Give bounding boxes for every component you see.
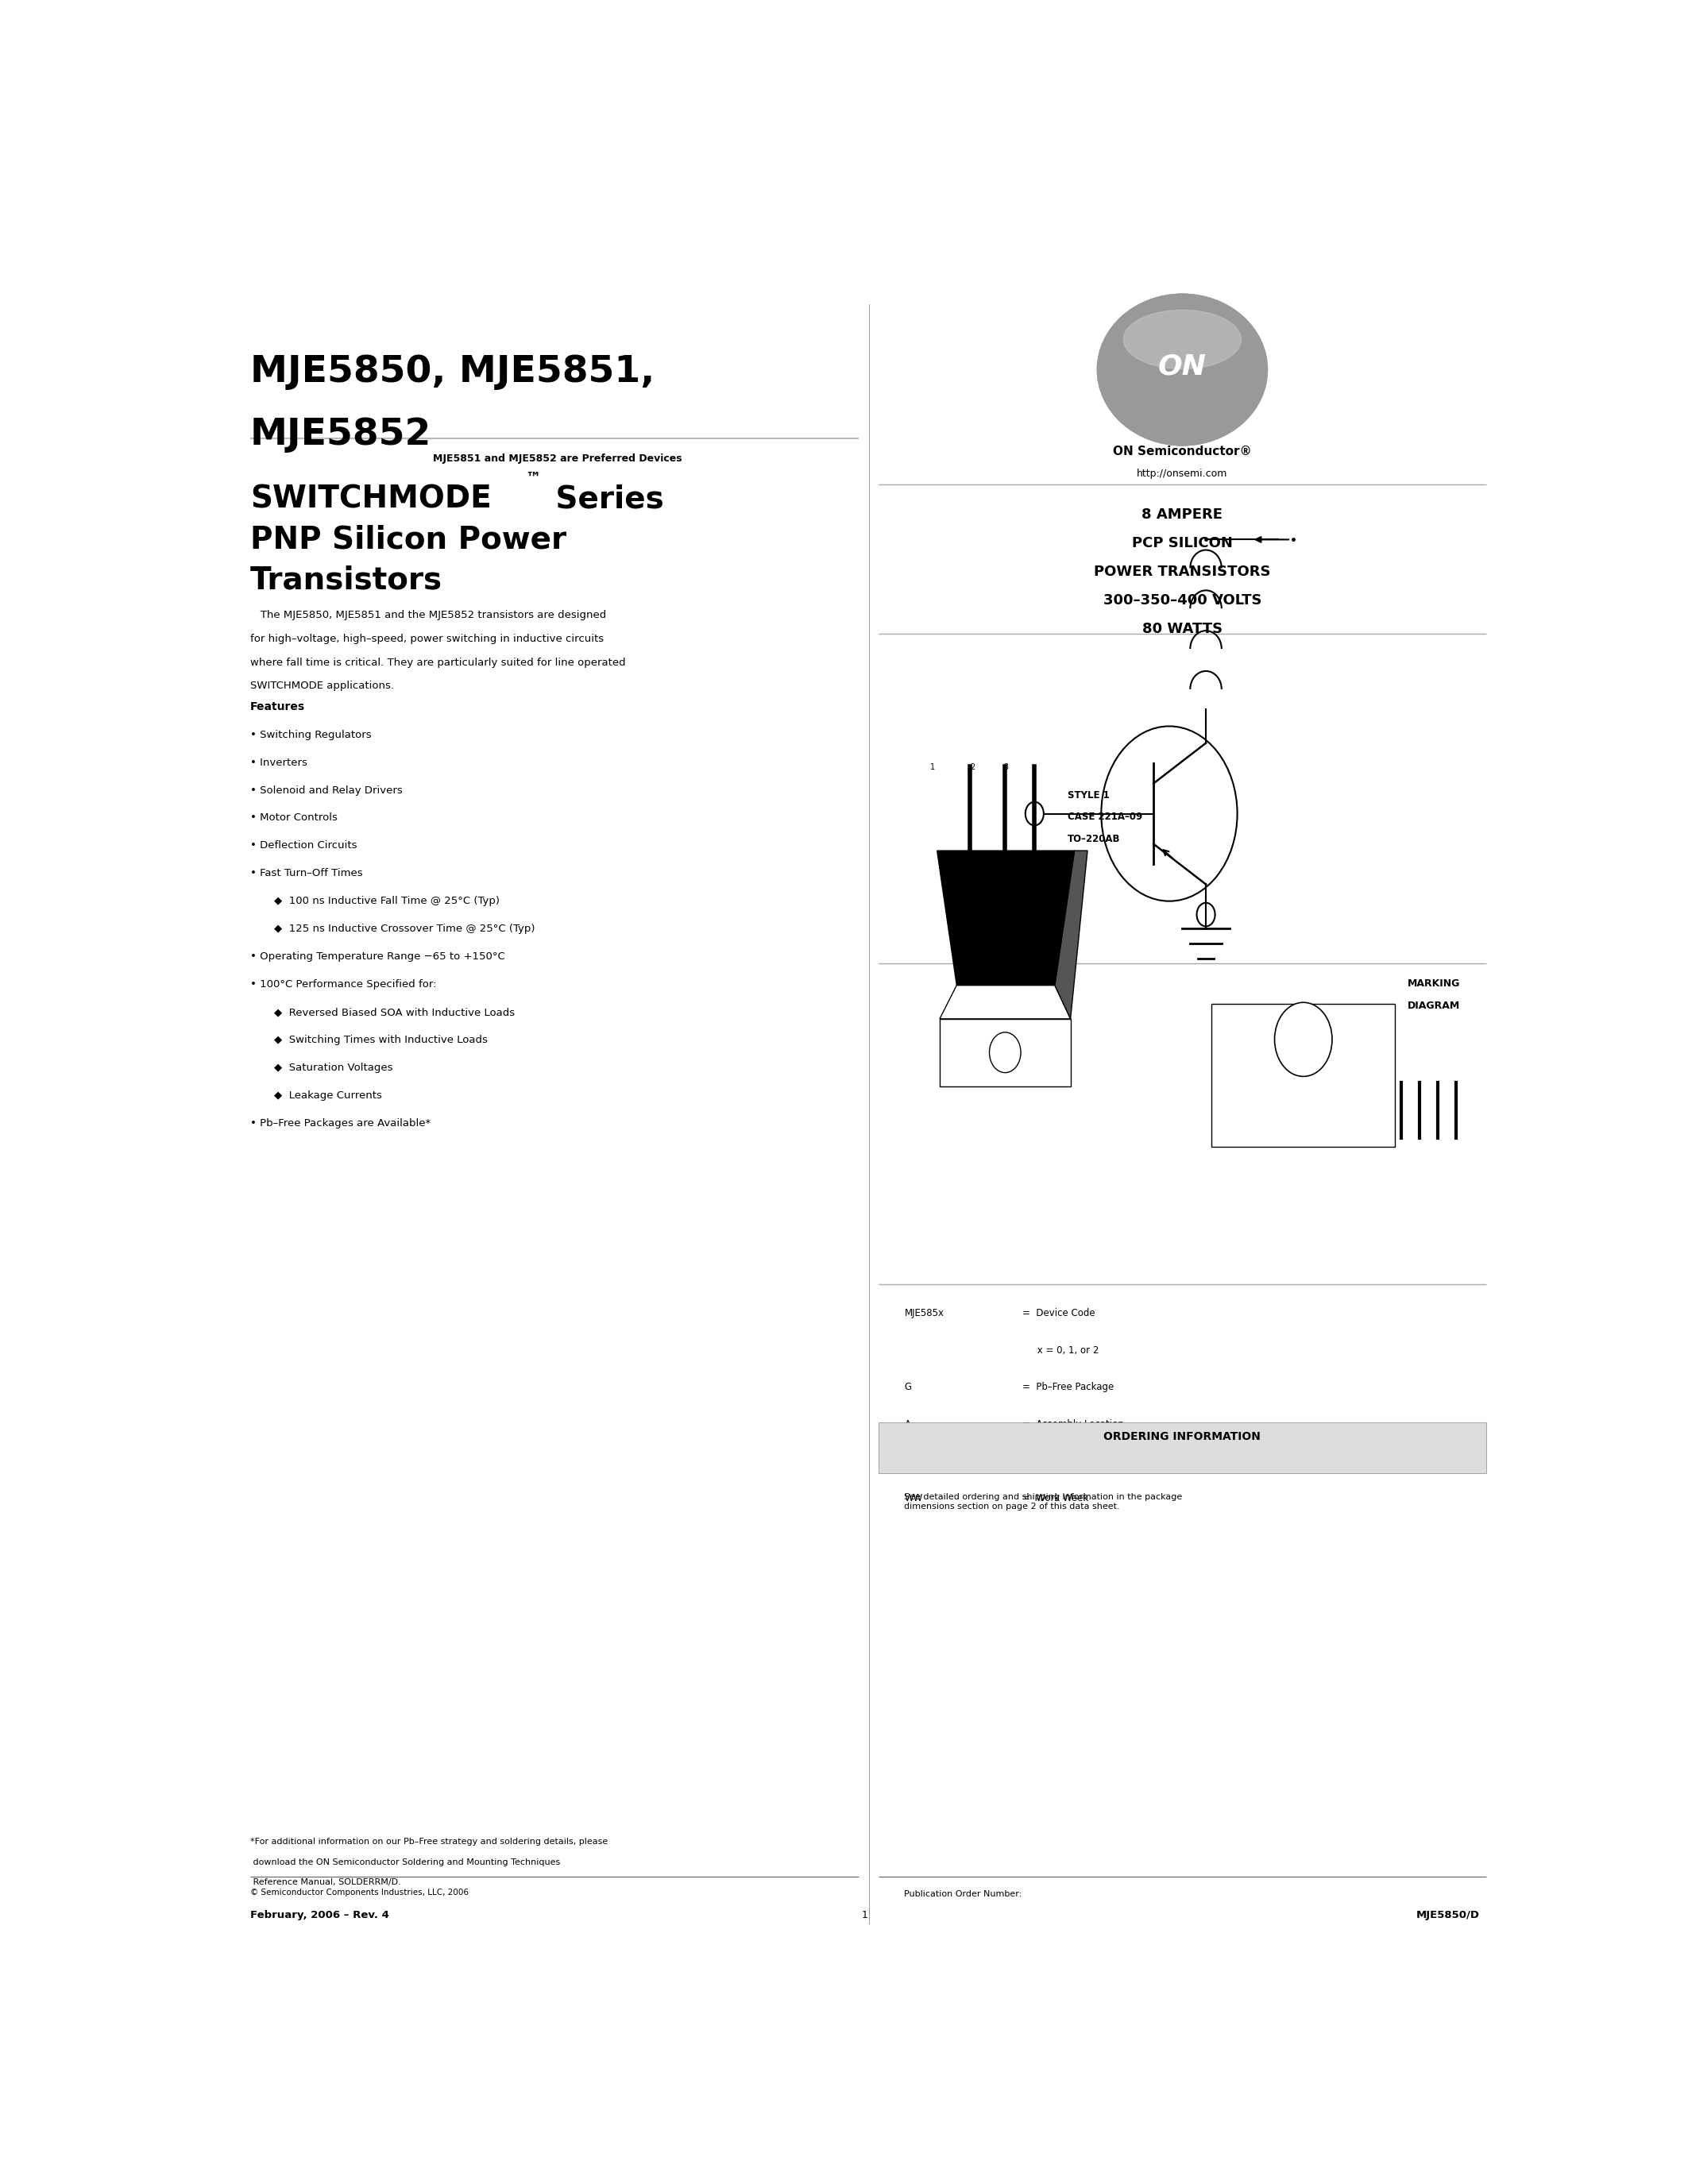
Text: ™: ™ [525, 470, 540, 485]
Text: DIAGRAM: DIAGRAM [1408, 1000, 1460, 1011]
Text: for high–voltage, high–speed, power switching in inductive circuits: for high–voltage, high–speed, power swit… [250, 633, 604, 644]
Text: =  Year: = Year [1023, 1457, 1057, 1465]
Text: ON: ON [1158, 354, 1207, 380]
Text: Y: Y [905, 1457, 910, 1465]
Text: • Operating Temperature Range −65 to +150°C: • Operating Temperature Range −65 to +15… [250, 952, 505, 961]
Text: A: A [905, 1420, 912, 1428]
Circle shape [989, 1033, 1021, 1072]
Text: http://onsemi.com: http://onsemi.com [1138, 470, 1227, 478]
Text: *For additional information on our Pb–Free strategy and soldering details, pleas: *For additional information on our Pb–Fr… [250, 1837, 608, 1845]
Text: =  Device Code: = Device Code [1023, 1308, 1096, 1319]
Text: • 100°C Performance Specified for:: • 100°C Performance Specified for: [250, 978, 437, 989]
Text: ON Semiconductor®: ON Semiconductor® [1112, 446, 1252, 456]
Text: © Semiconductor Components Industries, LLC, 2006: © Semiconductor Components Industries, L… [250, 1889, 469, 1896]
Text: download the ON Semiconductor Soldering and Mounting Techniques: download the ON Semiconductor Soldering … [250, 1859, 560, 1865]
Text: ◆  125 ns Inductive Crossover Time @ 25°C (Typ): ◆ 125 ns Inductive Crossover Time @ 25°C… [273, 924, 535, 935]
Text: MJE5850, MJE5851,: MJE5850, MJE5851, [250, 354, 655, 391]
Circle shape [1274, 1002, 1332, 1077]
FancyBboxPatch shape [878, 1422, 1487, 1472]
Text: where fall time is critical. They are particularly suited for line operated: where fall time is critical. They are pa… [250, 657, 626, 668]
Polygon shape [940, 1018, 1070, 1085]
Text: • Inverters: • Inverters [250, 758, 307, 767]
Text: PNP Silicon Power: PNP Silicon Power [250, 524, 567, 555]
Text: =  Assembly Location: = Assembly Location [1023, 1420, 1124, 1428]
Text: ◆  Leakage Currents: ◆ Leakage Currents [273, 1090, 381, 1101]
Text: G: G [905, 1382, 912, 1393]
Text: SWITCHMODE applications.: SWITCHMODE applications. [250, 681, 393, 690]
Text: MJE5850/D: MJE5850/D [1416, 1911, 1480, 1920]
Ellipse shape [1139, 295, 1225, 446]
Text: MJE5851 and MJE5852 are Preferred Devices: MJE5851 and MJE5852 are Preferred Device… [434, 454, 682, 465]
Text: • Deflection Circuits: • Deflection Circuits [250, 841, 358, 852]
Text: ORDERING INFORMATION: ORDERING INFORMATION [1104, 1431, 1261, 1441]
Text: 3: 3 [1004, 762, 1009, 771]
Text: 8 AMPERE: 8 AMPERE [1141, 507, 1222, 522]
Text: MJE5852: MJE5852 [250, 417, 432, 452]
Text: =  Pb–Free Package: = Pb–Free Package [1023, 1382, 1114, 1393]
Text: Publication Order Number:: Publication Order Number: [905, 1889, 1023, 1898]
Ellipse shape [1097, 295, 1268, 446]
Text: • Motor Controls: • Motor Controls [250, 812, 338, 823]
Text: Series: Series [545, 485, 663, 513]
Text: x = 0, 1, or 2: x = 0, 1, or 2 [1023, 1345, 1099, 1356]
Text: Reference Manual, SOLDERRM/D.: Reference Manual, SOLDERRM/D. [250, 1878, 402, 1887]
Text: WW: WW [905, 1494, 923, 1503]
Text: MJE585xG: MJE585xG [1281, 1105, 1325, 1114]
Text: ◆  100 ns Inductive Fall Time @ 25°C (Typ): ◆ 100 ns Inductive Fall Time @ 25°C (Typ… [273, 895, 500, 906]
Text: 80 WATTS: 80 WATTS [1143, 622, 1222, 636]
Text: POWER TRANSISTORS: POWER TRANSISTORS [1094, 566, 1271, 579]
Text: ◆  Switching Times with Inductive Loads: ◆ Switching Times with Inductive Loads [273, 1035, 488, 1046]
Text: 1: 1 [863, 1911, 868, 1920]
Ellipse shape [1124, 310, 1241, 369]
Text: Features: Features [250, 701, 306, 712]
Text: =  Work Week: = Work Week [1023, 1494, 1089, 1503]
Text: Transistors: Transistors [250, 566, 442, 594]
Text: • Fast Turn–Off Times: • Fast Turn–Off Times [250, 869, 363, 878]
Polygon shape [1055, 852, 1087, 1018]
Text: ◆  Saturation Voltages: ◆ Saturation Voltages [273, 1064, 393, 1072]
Text: MJE585x: MJE585x [905, 1308, 944, 1319]
Text: 300–350–400 VOLTS: 300–350–400 VOLTS [1102, 594, 1261, 607]
Text: 2: 2 [969, 762, 974, 771]
Text: TO–220AB: TO–220AB [1069, 834, 1121, 845]
Ellipse shape [1097, 295, 1268, 446]
Polygon shape [937, 852, 1075, 985]
Polygon shape [940, 985, 1070, 1018]
Text: CASE 221A–09: CASE 221A–09 [1069, 812, 1143, 823]
Text: The MJE5850, MJE5851 and the MJE5852 transistors are designed: The MJE5850, MJE5851 and the MJE5852 tra… [250, 609, 606, 620]
Text: PCP SILICON: PCP SILICON [1133, 537, 1232, 550]
Text: February, 2006 – Rev. 4: February, 2006 – Rev. 4 [250, 1911, 390, 1920]
Text: SWITCHMODE: SWITCHMODE [250, 485, 491, 513]
Text: ◆  Reversed Biased SOA with Inductive Loads: ◆ Reversed Biased SOA with Inductive Loa… [273, 1007, 515, 1018]
Text: • Pb–Free Packages are Available*: • Pb–Free Packages are Available* [250, 1118, 430, 1129]
Text: See detailed ordering and shipping information in the package
dimensions section: See detailed ordering and shipping infor… [905, 1494, 1183, 1509]
Text: STYLE 1: STYLE 1 [1069, 791, 1109, 802]
Text: AY  WW: AY WW [1286, 1125, 1320, 1131]
Text: MARKING: MARKING [1408, 978, 1460, 989]
FancyBboxPatch shape [1212, 1005, 1394, 1147]
Text: • Solenoid and Relay Drivers: • Solenoid and Relay Drivers [250, 784, 402, 795]
Ellipse shape [1111, 295, 1254, 446]
Text: 1: 1 [930, 762, 935, 771]
Text: • Switching Regulators: • Switching Regulators [250, 729, 371, 740]
